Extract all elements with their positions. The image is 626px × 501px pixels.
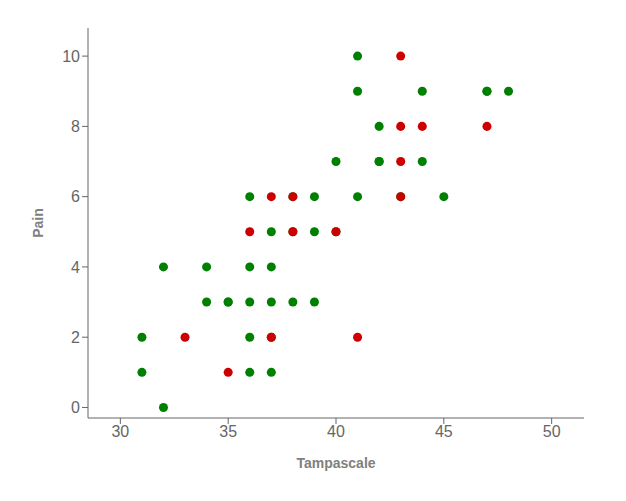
svg-text:10: 10 — [62, 48, 80, 65]
svg-text:45: 45 — [435, 423, 453, 440]
svg-text:50: 50 — [543, 423, 561, 440]
svg-text:Pain: Pain — [30, 208, 46, 238]
svg-text:4: 4 — [71, 259, 80, 276]
svg-text:8: 8 — [71, 118, 80, 135]
svg-text:2: 2 — [71, 329, 80, 346]
svg-text:Tampascale: Tampascale — [296, 455, 375, 471]
svg-text:0: 0 — [71, 399, 80, 416]
svg-text:40: 40 — [327, 423, 345, 440]
svg-text:30: 30 — [111, 423, 129, 440]
svg-text:35: 35 — [219, 423, 237, 440]
svg-text:6: 6 — [71, 188, 80, 205]
